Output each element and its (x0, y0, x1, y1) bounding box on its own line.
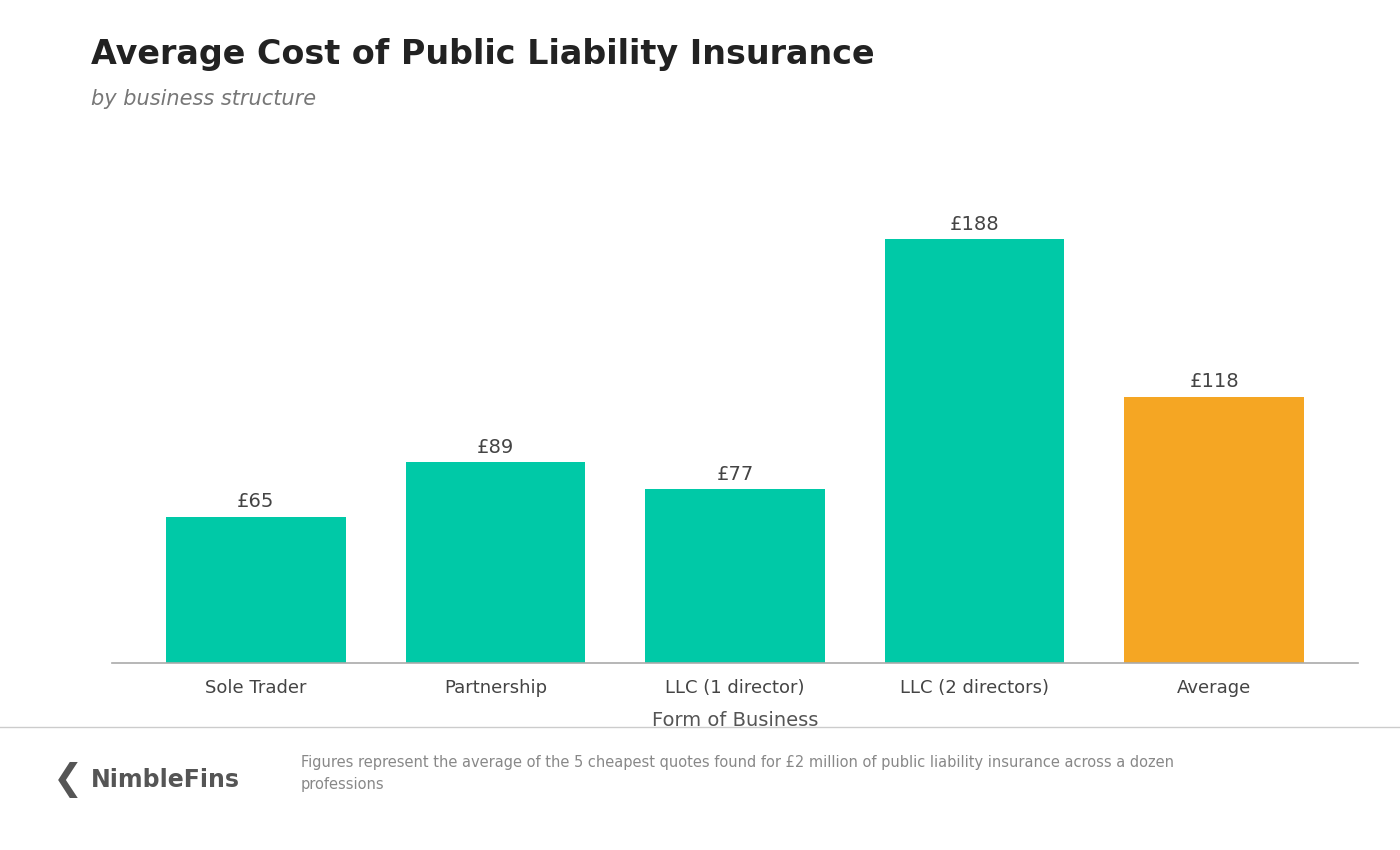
Text: £77: £77 (717, 465, 753, 484)
Text: £188: £188 (949, 215, 1000, 234)
Text: £89: £89 (477, 438, 514, 456)
Bar (1124, 397, 1303, 663)
Text: £65: £65 (237, 492, 274, 511)
Bar (885, 240, 1064, 663)
Text: NimbleFins: NimbleFins (91, 768, 239, 792)
Text: Figures represent the average of the 5 cheapest quotes found for £2 million of p: Figures represent the average of the 5 c… (301, 755, 1175, 792)
Bar (645, 490, 825, 663)
X-axis label: Form of Business: Form of Business (652, 711, 818, 730)
Bar (167, 517, 346, 663)
Text: ❮: ❮ (53, 762, 84, 798)
Text: Average Cost of Public Liability Insurance: Average Cost of Public Liability Insuran… (91, 38, 875, 71)
Text: £118: £118 (1190, 372, 1239, 392)
Bar (406, 462, 585, 663)
Text: by business structure: by business structure (91, 89, 316, 110)
